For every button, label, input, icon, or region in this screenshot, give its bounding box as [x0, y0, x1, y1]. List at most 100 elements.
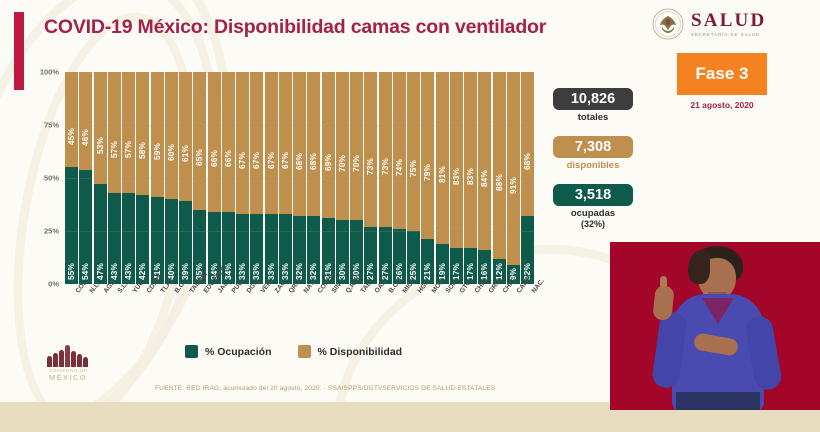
x-axis-tick: QRO.	[279, 277, 304, 331]
x-axis-tick: GRO.	[478, 277, 503, 331]
chart-bar: 73% 27%	[378, 72, 392, 284]
bar-label-disponibilidad: 70%	[337, 154, 347, 172]
chart-bar: 46% 54%	[79, 72, 93, 284]
x-axis-tick: TLAX.	[151, 275, 177, 331]
y-axis-tick: 50%	[43, 173, 59, 183]
stat-value: 3,518	[574, 187, 612, 203]
y-axis-tick: 25%	[43, 226, 59, 236]
salud-logo: SALUD SECRETARÍA DE SALUD	[652, 6, 792, 42]
bar-segment-disponibilidad: 59%	[150, 72, 164, 198]
bar-label-ocupacion: 32%	[309, 262, 319, 280]
bar-segment-ocupacion: 16%	[478, 250, 492, 284]
stat-caption: totales	[577, 112, 609, 123]
sign-language-interpreter-video[interactable]	[610, 242, 820, 410]
bar-segment-ocupacion: 43%	[107, 192, 121, 284]
chart-bar: 67% 33%	[236, 72, 250, 284]
bar-segment-ocupacion: 21%	[421, 239, 435, 284]
bar-segment-disponibilidad: 68%	[293, 72, 307, 217]
bar-label-disponibilidad: 60%	[166, 144, 176, 162]
bar-segment-disponibilidad: 83%	[464, 72, 478, 248]
y-axis-tick: 0%	[48, 279, 59, 289]
bar-segment-ocupacion: 19%	[435, 243, 449, 284]
chart-bar: 74% 26%	[392, 72, 406, 284]
bar-label-disponibilidad: 68%	[523, 152, 533, 170]
bar-label-disponibilidad: 67%	[280, 151, 290, 169]
bar-segment-disponibilidad: 58%	[136, 72, 150, 195]
salud-subtitle: SECRETARÍA DE SALUD	[691, 31, 761, 37]
phase-date: 21 agosto, 2020	[690, 100, 754, 110]
x-axis-tick: NAY.	[293, 279, 316, 331]
bar-segment-ocupacion: 27%	[378, 226, 392, 284]
bar-segment-disponibilidad: 66%	[207, 72, 221, 212]
chart-bar: 59% 41%	[150, 72, 164, 284]
bar-segment-ocupacion: 32%	[307, 216, 321, 284]
chart-bar: 66% 34%	[221, 72, 235, 284]
y-axis: 0% 25% 50% 75% 100%	[34, 68, 62, 289]
bar-label-ocupacion: 39%	[181, 262, 191, 280]
chart-bar: 83% 17%	[464, 72, 478, 284]
title-accent-bar	[14, 12, 24, 90]
gridline	[65, 231, 534, 232]
x-axis-tick: COL.	[65, 278, 89, 331]
legend-label: % Ocupación	[205, 345, 272, 358]
bar-label-ocupacion: 27%	[366, 262, 376, 280]
bar-segment-disponibilidad: 46%	[79, 72, 93, 170]
gobierno-figures-icon	[45, 345, 91, 367]
x-axis-tick: JAL.	[208, 279, 231, 331]
legend-item: % Ocupación	[185, 345, 272, 358]
bar-label-disponibilidad: 58%	[138, 141, 148, 159]
bar-segment-disponibilidad: 66%	[221, 72, 235, 212]
chart-bar: 57% 43%	[122, 72, 136, 284]
x-axis-tick: TAB.	[350, 279, 374, 331]
x-axis-tick: HGO.	[407, 277, 432, 331]
bar-label-disponibilidad: 91%	[508, 176, 518, 194]
x-axis-tick: DGO.	[236, 277, 261, 331]
bar-segment-disponibilidad: 79%	[421, 72, 435, 240]
chart-bar: 67% 33%	[278, 72, 292, 284]
bar-segment-disponibilidad: 70%	[335, 72, 349, 221]
bar-label-disponibilidad: 53%	[95, 136, 105, 154]
bar-segment-disponibilidad: 81%	[435, 72, 449, 244]
bar-segment-disponibilidad: 57%	[107, 72, 121, 193]
bar-label-ocupacion: 54%	[81, 262, 91, 280]
x-axis-tick: YUC.	[122, 278, 146, 331]
bar-label-disponibilidad: 67%	[252, 151, 262, 169]
bar-label-disponibilidad: 74%	[394, 158, 404, 176]
x-axis-tick: SIN.	[322, 280, 344, 331]
bar-segment-ocupacion: 30%	[335, 220, 349, 284]
bar-segment-disponibilidad: 74%	[392, 72, 406, 229]
bar-label-disponibilidad: 81%	[437, 166, 447, 184]
bar-segment-disponibilidad: 88%	[492, 72, 506, 259]
bar-segment-disponibilidad: 73%	[378, 72, 392, 227]
bed-availability-chart: 0% 25% 50% 75% 100% 45% 55% 46% 54% 53% 47% 57% 43%…	[34, 68, 546, 300]
chart-bar: 81% 19%	[435, 72, 449, 284]
page-title: COVID-19 México: Disponibilidad camas co…	[44, 16, 547, 38]
stat-group: 7,308 disponibles	[545, 136, 641, 171]
x-axis-tick: CD.MX.	[136, 272, 165, 331]
x-axis-tick: GTO.	[450, 278, 474, 331]
bar-label-disponibilidad: 57%	[109, 140, 119, 158]
chart-bar: 73% 27%	[364, 72, 378, 284]
bar-segment-ocupacion: 40%	[164, 199, 178, 284]
chart-bar: 65% 35%	[193, 72, 207, 284]
interpreter-lower-body	[676, 392, 760, 410]
stat-value-pill: 3,518	[553, 184, 633, 206]
bar-label-disponibilidad: 67%	[238, 151, 248, 169]
bar-label-disponibilidad: 66%	[223, 150, 233, 168]
bar-segment-disponibilidad: 65%	[193, 72, 207, 210]
stat-value-pill: 7,308	[553, 136, 633, 158]
bar-segment-disponibilidad: 68%	[521, 72, 535, 217]
phase-label: Fase 3	[695, 64, 749, 83]
bar-label-disponibilidad: 83%	[466, 168, 476, 186]
bar-label-disponibilidad: 66%	[209, 150, 219, 168]
chart-bar: 91% 9%	[506, 72, 520, 284]
x-axis-tick: SON.	[436, 278, 460, 331]
bar-segment-disponibilidad: 84%	[478, 72, 492, 251]
bar-label-disponibilidad: 73%	[366, 157, 376, 175]
stat-caption: ocupadas	[570, 208, 616, 219]
gobierno-de-mexico-logo: GOBIERNO DE MÉXICO	[44, 345, 92, 389]
legend-swatch	[185, 345, 198, 358]
y-axis-tick: 75%	[43, 120, 59, 130]
x-axis-tick: ZAC.	[265, 278, 289, 331]
bar-segment-ocupacion: 43%	[122, 192, 136, 284]
